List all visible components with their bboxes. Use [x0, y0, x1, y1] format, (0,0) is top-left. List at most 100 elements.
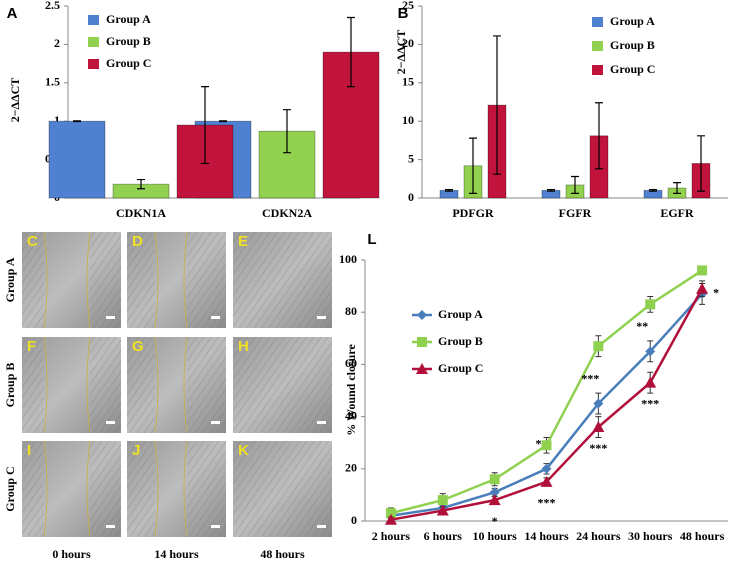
x-tick-label: FGFR — [559, 206, 592, 220]
legend-swatch — [592, 41, 603, 51]
y-tick-label: 20 — [345, 461, 357, 475]
point — [697, 265, 708, 276]
panel-label: A — [7, 5, 18, 22]
x-tick-label: 30 hours — [628, 529, 673, 543]
wound-edge — [154, 231, 188, 329]
y-tick-label: 15 — [402, 75, 414, 89]
legend-label: Group B — [438, 334, 483, 348]
annotation: *** — [581, 371, 599, 385]
error-bar — [493, 35, 501, 175]
micrograph-texture — [233, 441, 332, 537]
error-bar — [469, 137, 477, 194]
legend-label: Group C — [106, 56, 151, 70]
point — [384, 513, 397, 525]
point — [593, 398, 604, 409]
x-tick-label: PDFGR — [452, 206, 494, 220]
y-tick-label: 20 — [402, 36, 414, 50]
y-tick-label: 100 — [339, 252, 357, 266]
y-tick-label: 60 — [345, 356, 357, 370]
legend-label: Group B — [610, 38, 655, 52]
x-tick-label: 14 hours — [524, 529, 569, 543]
micrograph-texture — [233, 232, 332, 328]
error-bar — [283, 109, 291, 154]
y-tick-label: 0 — [408, 190, 414, 204]
micrograph-label: D — [132, 233, 143, 250]
legend-label: Group A — [438, 307, 483, 321]
y-tick-label: 0 — [351, 513, 357, 527]
x-tick-label: CDKN1A — [116, 206, 166, 220]
panel-label: B — [398, 5, 409, 22]
scale-bar — [317, 316, 326, 319]
legend-swatch — [88, 59, 99, 69]
scale-bar — [106, 525, 115, 528]
point — [488, 494, 501, 506]
x-tick-label: 48 hours — [680, 529, 725, 543]
error-bar — [571, 175, 579, 194]
point — [541, 463, 552, 474]
micrograph-texture-left — [127, 441, 155, 537]
y-tick-label: 80 — [345, 304, 357, 318]
scale-bar — [211, 525, 220, 528]
y-tick-label: 5 — [408, 151, 414, 165]
x-tick-label: 24 hours — [576, 529, 621, 543]
x-tick-label: 2 hours — [372, 529, 411, 543]
point — [540, 475, 553, 487]
micrograph-texture-left — [22, 441, 44, 537]
micrograph-texture-left — [22, 232, 44, 328]
error-bar — [137, 178, 145, 190]
scale-bar — [211, 316, 220, 319]
micrograph-label: I — [27, 442, 31, 459]
micrograph-texture-right — [90, 441, 121, 537]
legend-swatch — [88, 37, 99, 47]
wound-edge — [43, 336, 91, 434]
legend-marker — [417, 310, 427, 320]
micrograph-texture-right — [90, 337, 121, 433]
legend-label: Group A — [106, 12, 151, 26]
annotation: *** — [641, 396, 659, 410]
micrograph-texture-right — [90, 232, 121, 328]
point — [645, 299, 656, 310]
y-tick-label: 1 — [54, 113, 60, 127]
micrograph-texture-right — [187, 232, 226, 328]
point — [541, 440, 552, 451]
point — [436, 504, 449, 516]
micrograph-label: C — [27, 233, 38, 250]
x-tick-label: EGFR — [660, 206, 694, 220]
y-tick-label: 2 — [54, 36, 60, 50]
annotation: * — [536, 437, 542, 451]
scale-bar — [317, 525, 326, 528]
micrograph-label: H — [238, 338, 249, 355]
scale-bar — [106, 421, 115, 424]
wound-edge — [154, 440, 188, 538]
legend-label: Group C — [438, 361, 483, 375]
row-label: Group B — [3, 363, 17, 408]
x-tick-label: 10 hours — [472, 529, 517, 543]
point — [489, 487, 500, 498]
y-tick-label: 10 — [402, 113, 414, 127]
y-tick-label: 25 — [402, 0, 414, 12]
scale-bar — [317, 421, 326, 424]
column-label: 0 hours — [52, 547, 91, 561]
y-axis-label: % Wound closure — [344, 344, 358, 436]
error-bar — [697, 135, 705, 192]
wound-edge — [43, 231, 91, 329]
legend-swatch — [592, 17, 603, 27]
x-tick-label: CDKN2A — [262, 206, 312, 220]
micrograph-texture-left — [127, 337, 155, 433]
y-axis-label: 2−ΔΔCT — [394, 30, 408, 75]
point — [489, 474, 500, 485]
micrograph-label: K — [238, 442, 249, 459]
micrograph-label: E — [238, 233, 248, 250]
error-bar — [673, 182, 681, 194]
micrograph-label: F — [27, 338, 36, 355]
x-tick-label: 6 hours — [424, 529, 463, 543]
bar — [48, 120, 106, 199]
annotation: ** — [636, 319, 648, 333]
point — [592, 421, 605, 433]
annotation: *** — [589, 441, 607, 455]
micrograph-label: J — [132, 442, 140, 459]
point — [593, 341, 604, 352]
y-tick-label: 1.5 — [45, 75, 60, 89]
legend-label: Group B — [106, 34, 151, 48]
